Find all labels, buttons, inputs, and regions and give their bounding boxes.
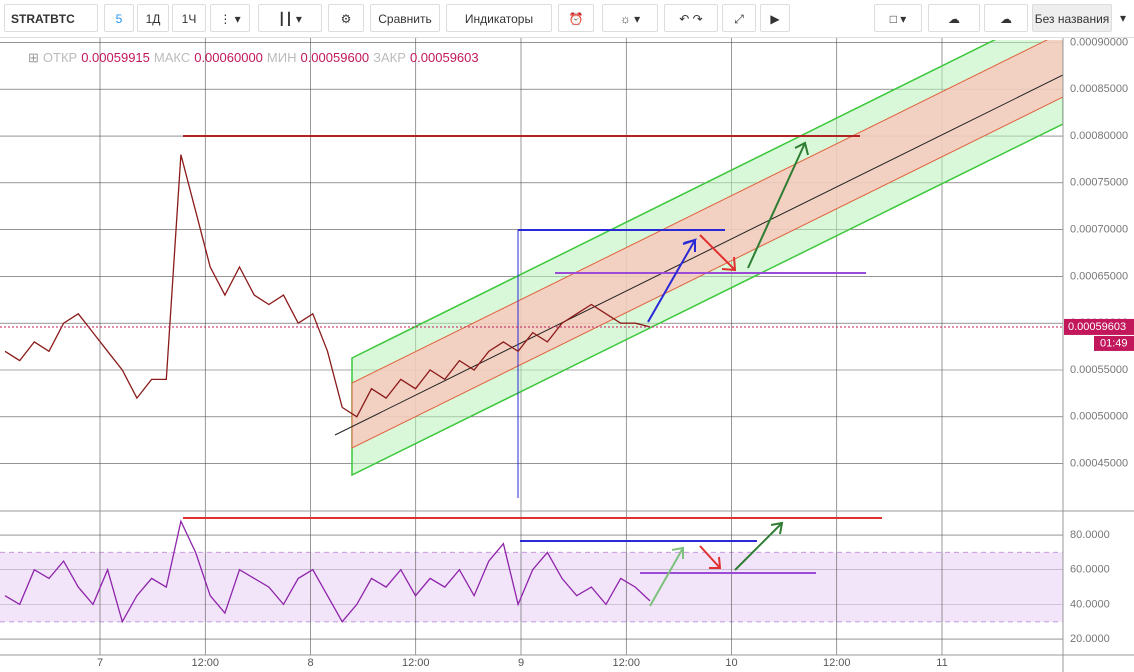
legend-icon: ⊞ xyxy=(28,50,39,65)
chart: 7 12:00 8 12:00 9 12:00 10 12:00 11 0.00090000 0.0… xyxy=(0,38,1134,672)
time-label: 11 xyxy=(936,657,947,669)
channel xyxy=(334,40,1063,477)
y-tick-label: 0.00070000 xyxy=(1070,224,1128,236)
symbol[interactable]: STRATBTC xyxy=(4,4,98,32)
replay[interactable]: ▶ xyxy=(760,4,790,32)
y-tick-label: 80.0000 xyxy=(1070,529,1110,541)
legend-value: 0.00059600 xyxy=(300,50,370,65)
undo-redo[interactable]: ↶ ↷ xyxy=(664,4,718,32)
legend-label: МАКС xyxy=(153,50,191,65)
price-tag: 0.00059603 xyxy=(1068,321,1126,333)
series-line xyxy=(4,519,651,624)
interval[interactable]: 1Д xyxy=(137,4,169,32)
y-tick-label: 0.00085000 xyxy=(1070,83,1128,95)
time-label: 12:00 xyxy=(823,657,851,669)
save-cloud[interactable]: ☁ xyxy=(928,4,980,32)
y-tick-label: 60.0000 xyxy=(1070,564,1110,576)
y-tick-label: 0.00050000 xyxy=(1070,411,1128,423)
time-label: 8 xyxy=(307,657,313,669)
countdown-bg xyxy=(1094,335,1134,351)
price-tag-bg xyxy=(1064,318,1134,335)
y-tick-label: 40.0000 xyxy=(1070,598,1110,610)
more-intervals[interactable]: ⋮ ▾ xyxy=(210,4,250,32)
time-label: 12:00 xyxy=(612,657,640,669)
legend-label: МИН xyxy=(266,50,297,65)
y-tick-label: 0.00075000 xyxy=(1070,177,1128,189)
fullscreen[interactable]: ⤢ xyxy=(722,4,756,32)
legend-label: ОТКР xyxy=(42,50,78,65)
chart-style[interactable]: ┃┃ ▾ xyxy=(258,4,322,32)
legend-value: 0.00059915 xyxy=(81,50,150,65)
layout-menu[interactable]: ▾ xyxy=(1114,4,1132,32)
y-tick-label: 0.00080000 xyxy=(1070,130,1128,142)
interval[interactable]: 1Ч xyxy=(172,4,206,32)
legend-value: 0.00059603 xyxy=(409,50,479,65)
layout-name[interactable]: Без названия xyxy=(1032,4,1112,32)
y-tick-label: 0.00065000 xyxy=(1070,270,1128,282)
load-cloud[interactable]: ☁ xyxy=(984,4,1028,32)
series-line xyxy=(4,154,651,418)
countdown: 01:49 xyxy=(1100,337,1128,349)
settings[interactable]: ⚙ xyxy=(328,4,364,32)
y-tick-label: 0.00090000 xyxy=(1070,38,1128,48)
compare[interactable]: Сравнить xyxy=(370,4,440,32)
rsi-band xyxy=(0,552,1063,622)
time-label: 7 xyxy=(97,657,103,669)
toolbar: STRATBTC 5 1Д 1Ч ⋮ ▾ ┃┃ ▾ ⚙ Сравнить Инд… xyxy=(0,0,1134,38)
ohlc-legend: ⊞ ОТКР 0.00059915 МАКС 0.00060000 МИН 0.000596… xyxy=(28,50,483,66)
interval[interactable]: 5 xyxy=(104,4,134,32)
y-tick-label: 0.00055000 xyxy=(1070,364,1128,376)
ideas[interactable]: ☼ ▾ xyxy=(602,4,658,32)
y-tick-label: 0.00045000 xyxy=(1070,457,1128,469)
indicators[interactable]: Индикаторы xyxy=(446,4,552,32)
time-label: 9 xyxy=(518,657,524,669)
legend-value: 0.00060000 xyxy=(194,50,263,65)
legend-label: ЗАКР xyxy=(373,50,406,65)
time-label: 12:00 xyxy=(191,657,219,669)
overlay: 7 12:00 8 12:00 9 12:00 10 12:00 11 0.00090000 0.0… xyxy=(0,38,1134,669)
y-tick-label: 20.0000 xyxy=(1070,633,1110,645)
drawings xyxy=(183,135,882,607)
layout[interactable]: □ ▾ xyxy=(874,4,922,32)
alert[interactable]: ⏰ xyxy=(558,4,594,32)
time-label: 12:00 xyxy=(402,657,430,669)
time-label: 10 xyxy=(725,657,737,669)
